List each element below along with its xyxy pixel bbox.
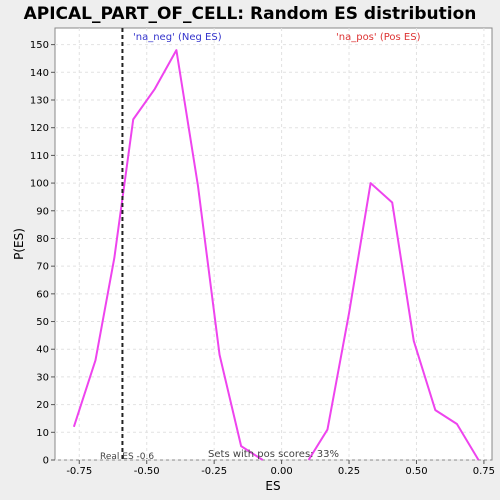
x-tick-label: 0.00 — [270, 466, 292, 477]
y-tick-label: 150 — [30, 40, 49, 51]
y-axis-label: P(ES) — [12, 228, 26, 260]
plot-area — [54, 27, 493, 461]
y-tick-label: 20 — [36, 400, 49, 411]
x-tick-label: -0.25 — [201, 466, 227, 477]
legend-neg-label: 'na_neg' (Neg ES) — [133, 32, 222, 43]
y-axis: 0 10 20 30 40 50 60 70 80 90 100 110 120 130 140 150 — [30, 40, 55, 467]
x-tick-label: 0.25 — [338, 466, 360, 477]
y-tick-label: 10 — [36, 428, 49, 439]
pos-scores-annotation: Sets with pos scores: 33% — [208, 449, 339, 460]
x-axis: -0.75 -0.50 -0.25 0.00 0.25 0.50 0.75 — [66, 460, 495, 477]
pos-es-series-line — [307, 182, 480, 461]
x-axis-label: ES — [265, 479, 280, 493]
legend-pos-label: 'na_pos' (Pos ES) — [336, 32, 421, 43]
y-tick-label: 110 — [30, 151, 49, 162]
y-tick-label: 40 — [36, 345, 49, 356]
real-es-label: Real ES -0.6 — [100, 452, 154, 462]
neg-es-series-line — [72, 49, 264, 461]
x-tick-label: 0.50 — [405, 466, 427, 477]
y-tick-label: 90 — [36, 206, 49, 217]
y-tick-label: 80 — [36, 234, 49, 245]
y-tick-label: 70 — [36, 262, 49, 273]
chart-title: APICAL_PART_OF_CELL: Random ES distribut… — [24, 4, 477, 24]
x-tick-label: -0.50 — [134, 466, 160, 477]
x-tick-label: -0.75 — [66, 466, 92, 477]
y-tick-label: 30 — [36, 372, 49, 383]
series-layer — [72, 49, 480, 461]
y-tick-label: 140 — [30, 68, 49, 79]
y-tick-label: 0 — [43, 456, 49, 467]
x-tick-label: 0.75 — [473, 466, 495, 477]
grid-lines — [55, 28, 492, 461]
y-tick-label: 50 — [36, 317, 49, 328]
y-tick-label: 60 — [36, 289, 49, 300]
y-tick-label: 100 — [30, 179, 49, 190]
y-tick-label: 130 — [30, 96, 49, 107]
y-tick-label: 120 — [30, 123, 49, 134]
